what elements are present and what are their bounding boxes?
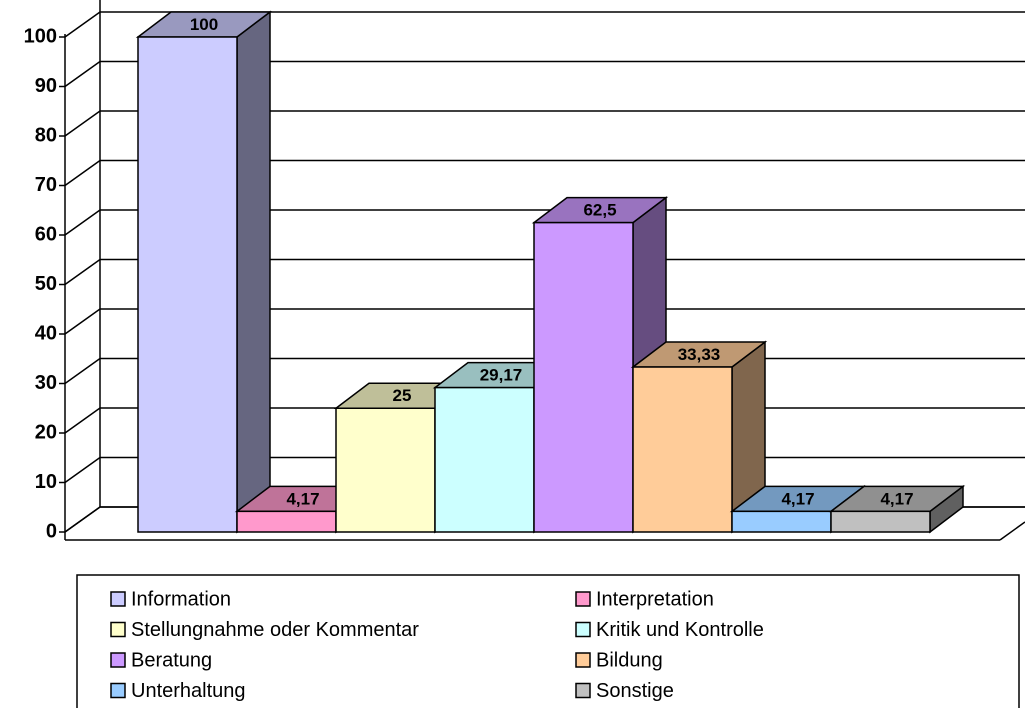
value-label: 62,5 bbox=[583, 201, 616, 220]
y-tick-label: 30 bbox=[35, 372, 57, 394]
y-tick-label: 70 bbox=[35, 174, 57, 196]
value-label: 25 bbox=[393, 386, 412, 405]
grid-line bbox=[64, 308, 1025, 335]
legend-swatch bbox=[575, 621, 591, 638]
grid-line bbox=[64, 258, 1025, 286]
y-tick-label: 100 bbox=[24, 25, 57, 47]
value-label: 4,17 bbox=[286, 489, 319, 508]
legend-label: Beratung bbox=[131, 649, 212, 671]
grid-line bbox=[64, 209, 1025, 236]
bar-side bbox=[236, 10, 271, 534]
legend-swatch bbox=[575, 591, 591, 607]
value-label: 4,17 bbox=[781, 489, 814, 508]
bar bbox=[335, 407, 436, 533]
bar bbox=[533, 221, 634, 533]
y-tick-label: 40 bbox=[35, 322, 57, 344]
bar bbox=[434, 386, 535, 533]
y-tick-label: 0 bbox=[46, 520, 57, 542]
bar bbox=[137, 36, 238, 533]
legend-label: Bildung bbox=[596, 649, 663, 671]
legend-swatch bbox=[110, 621, 126, 638]
y-tick-label: 80 bbox=[35, 124, 57, 146]
legend-swatch bbox=[110, 591, 126, 607]
legend-swatch bbox=[110, 682, 126, 699]
bar bbox=[731, 510, 832, 533]
legend-label: Information bbox=[131, 588, 231, 610]
grid-line bbox=[64, 11, 1025, 38]
legend-label: Kritik und Kontrolle bbox=[596, 619, 764, 641]
legend-swatch bbox=[110, 652, 126, 668]
y-tick-label: 50 bbox=[35, 273, 57, 295]
y-tick-label: 60 bbox=[35, 223, 57, 245]
floor-right bbox=[999, 521, 1025, 541]
legend-label: Stellungnahme oder Kommentar bbox=[131, 619, 419, 641]
bar bbox=[830, 510, 931, 533]
legend-swatch bbox=[575, 682, 591, 699]
value-label: 29,17 bbox=[480, 366, 523, 385]
y-tick-label: 20 bbox=[35, 421, 57, 443]
y-tick-label: 90 bbox=[35, 75, 57, 97]
grid-line bbox=[64, 159, 1025, 187]
legend-label: Interpretation bbox=[596, 588, 714, 610]
legend-swatch bbox=[575, 652, 591, 668]
legend-box bbox=[76, 574, 1020, 708]
bar bbox=[632, 366, 733, 533]
bar bbox=[236, 510, 337, 533]
y-tick-label: 10 bbox=[35, 471, 57, 493]
value-label: 100 bbox=[190, 15, 218, 34]
legend-label: Sonstige bbox=[596, 680, 674, 702]
value-label: 4,17 bbox=[880, 489, 913, 508]
grid-line bbox=[64, 60, 1025, 88]
grid-line bbox=[64, 110, 1025, 137]
legend-label: Unterhaltung bbox=[131, 680, 246, 702]
value-label: 33,33 bbox=[678, 345, 721, 364]
